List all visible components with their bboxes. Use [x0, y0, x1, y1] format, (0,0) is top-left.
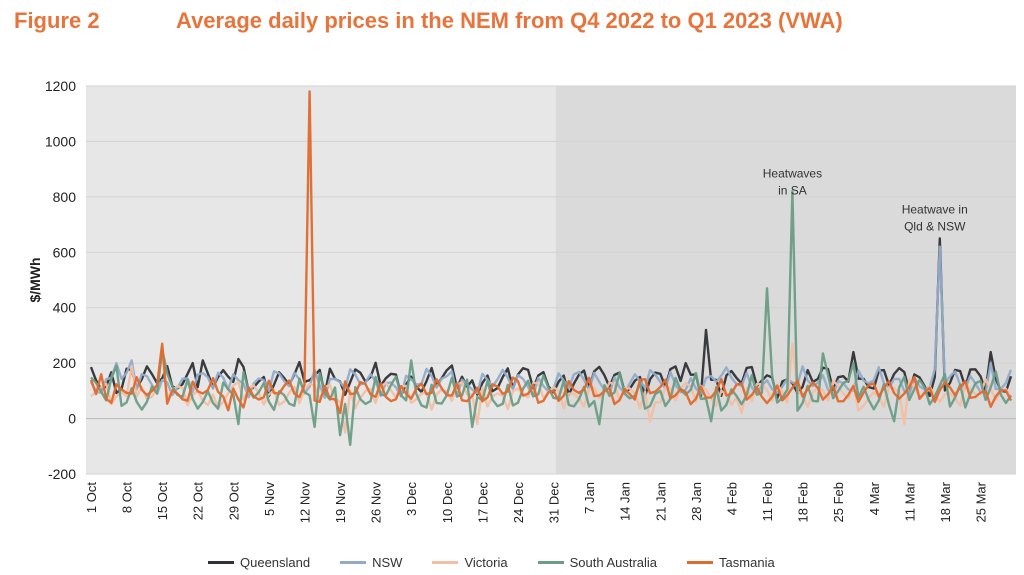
annotation-text: Heatwaves — [763, 166, 822, 180]
x-tick-label: 25 Feb — [831, 482, 846, 522]
x-tick-label: 12 Nov — [297, 482, 312, 524]
x-tick-label: 25 Mar — [974, 481, 989, 522]
legend-item: South Australia — [537, 555, 658, 570]
x-tick-label: 11 Feb — [760, 482, 775, 522]
legend-label: South Australia — [569, 555, 658, 570]
x-tick-label: 18 Mar — [938, 481, 953, 522]
y-tick-label: 600 — [53, 244, 77, 260]
series-line-victoria — [90, 342, 1013, 434]
legend-item: Victoria — [432, 555, 508, 570]
x-tick-label: 28 Jan — [689, 482, 704, 521]
x-tick-label: 5 Nov — [262, 482, 277, 516]
x-tick-label: 19 Nov — [333, 482, 348, 524]
x-tick-label: 3 Dec — [404, 482, 419, 516]
x-tick-label: 22 Oct — [191, 482, 206, 521]
legend-swatch — [687, 561, 714, 564]
y-tick-label: 800 — [53, 189, 77, 205]
legend-label: Victoria — [464, 555, 508, 570]
annotation-text: Heatwave in — [902, 202, 968, 216]
chart-title: Average daily prices in the NEM from Q4 … — [176, 8, 843, 33]
legend-swatch — [208, 561, 234, 564]
legend-swatch — [340, 561, 367, 564]
x-tick-label: 26 Nov — [369, 482, 384, 524]
y-tick-label: 1200 — [45, 78, 76, 94]
y-tick-label: 1000 — [45, 133, 76, 149]
x-tick-label: 17 Dec — [475, 482, 490, 524]
chart-legend: Queensland NSW Victoria South Australia Tasm… — [208, 555, 805, 570]
x-tick-label: 31 Dec — [547, 482, 562, 524]
legend-swatch — [432, 561, 459, 564]
x-tick-label: 29 Oct — [226, 482, 241, 521]
x-tick-label: 10 Dec — [440, 482, 455, 524]
legend-item: Queensland — [208, 555, 310, 570]
plot-area-q1-shaded — [555, 86, 1016, 474]
plot-area-q4 — [86, 86, 556, 474]
x-tick-label: 18 Feb — [796, 482, 811, 522]
x-tick-label: 1 Oct — [84, 482, 99, 513]
annotation-text: in SA — [778, 183, 807, 197]
x-tick-label: 4 Mar — [867, 481, 882, 515]
y-axis-label: $/MWh — [27, 257, 43, 302]
legend-item: NSW — [340, 555, 402, 570]
x-tick-label: 4 Feb — [724, 482, 739, 515]
y-tick-label: 0 — [68, 411, 76, 427]
annotation-text: Qld & NSW — [904, 219, 966, 233]
x-tick-label: 21 Jan — [653, 482, 668, 521]
x-tick-label: 8 Oct — [120, 482, 135, 513]
x-tick-label: 24 Dec — [511, 482, 526, 524]
x-tick-label: 14 Jan — [618, 482, 633, 521]
series-line-south-australia — [90, 190, 1012, 447]
x-tick-label: 7 Jan — [582, 482, 597, 514]
legend-swatch — [537, 561, 564, 564]
y-tick-label: 200 — [53, 355, 77, 371]
figure-label: Figure 2 — [14, 8, 100, 33]
x-tick-label: 11 Mar — [902, 481, 917, 521]
y-tick-label: 400 — [53, 300, 77, 316]
legend-item: Tasmania — [687, 555, 775, 570]
legend-label: Queensland — [240, 555, 311, 570]
series-line-tasmania — [89, 90, 1013, 415]
x-tick-label: 15 Oct — [155, 482, 170, 521]
legend-label: NSW — [372, 555, 403, 570]
legend-label: Tasmania — [719, 555, 775, 570]
y-tick-label: -200 — [48, 466, 76, 482]
